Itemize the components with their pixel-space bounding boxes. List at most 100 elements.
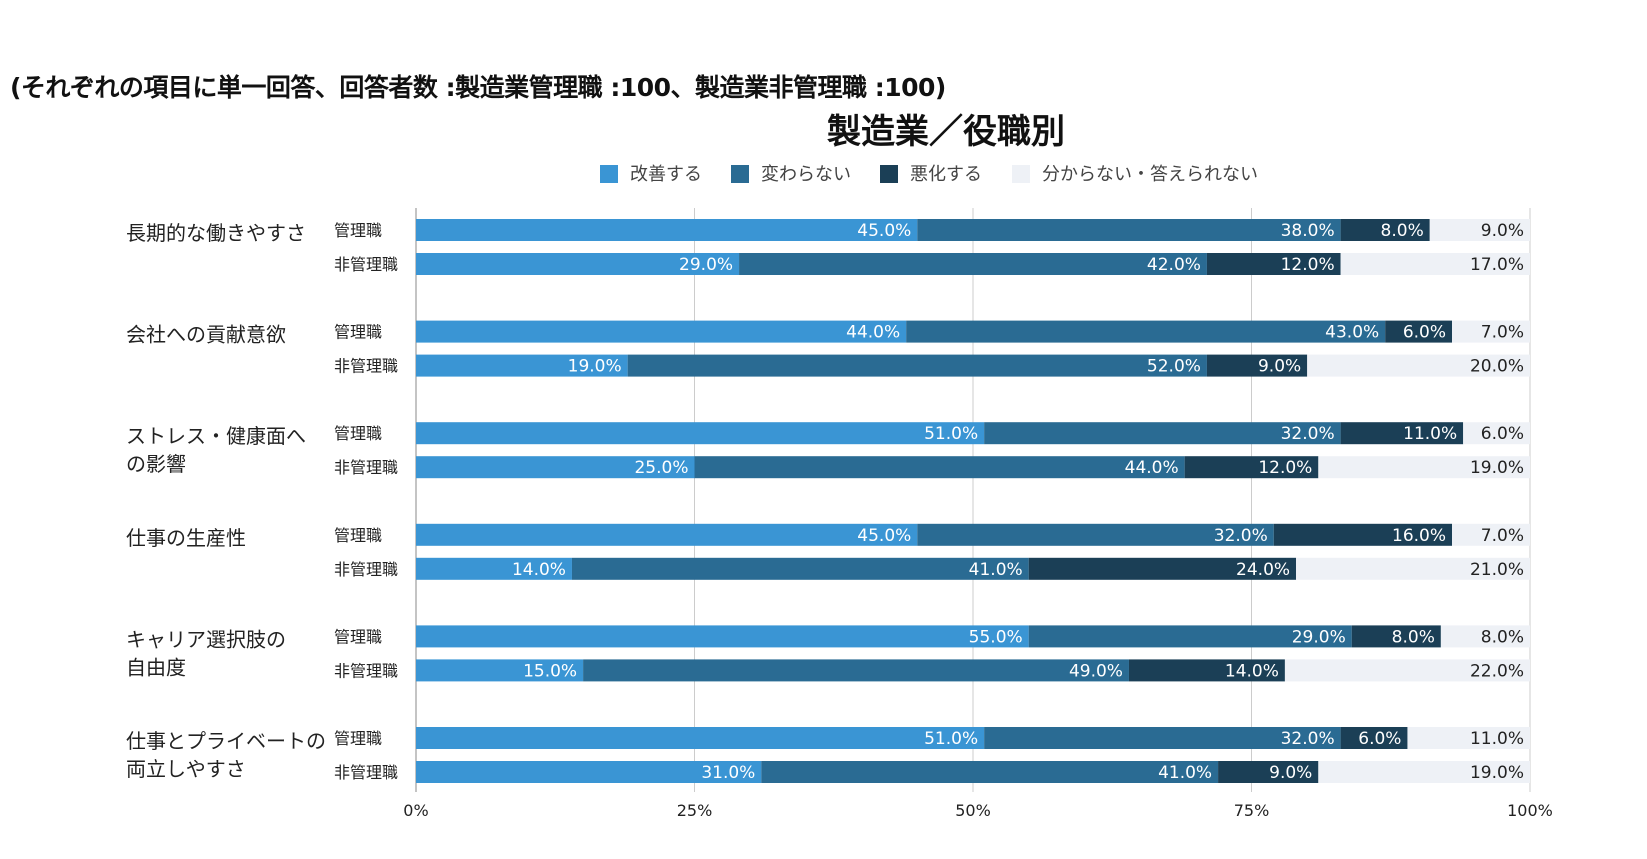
category-label: 両立しやすさ: [126, 757, 246, 781]
x-tick-label: 50%: [955, 801, 991, 820]
legend-swatch-improve: [600, 165, 618, 183]
bar-segment-nochange: [571, 557, 1029, 580]
data-label: 11.0%: [1470, 729, 1524, 749]
category-label: 仕事の生産性: [126, 526, 246, 550]
bar-segment-unknown: [1429, 219, 1530, 241]
bar-segment-nochange: [917, 219, 1341, 241]
legend-label-worsen: 悪化する: [910, 164, 982, 185]
bar-segment-nochange: [627, 354, 1207, 377]
data-label: 8.0%: [1392, 627, 1435, 647]
bar-segment-nochange: [906, 320, 1386, 343]
data-label: 41.0%: [969, 560, 1023, 580]
role-label: 非管理職: [334, 763, 398, 782]
data-label: 12.0%: [1281, 255, 1335, 275]
data-label: 45.0%: [857, 526, 911, 546]
data-label: 29.0%: [679, 255, 733, 275]
legend-label-unknown: 分からない・答えられない: [1042, 164, 1258, 185]
bar-segment-improve: [416, 659, 584, 682]
data-label: 19.0%: [1470, 458, 1524, 478]
bar-segment-worsen: [1340, 422, 1464, 445]
bar-segment-improve: [416, 625, 1029, 648]
role-label: 非管理職: [334, 458, 398, 477]
role-label: 非管理職: [334, 661, 398, 680]
bar-segment-worsen: [1028, 557, 1297, 580]
category-label: 長期的な働きやすさ: [126, 221, 306, 245]
bar-segment-nochange: [694, 456, 1185, 479]
bar-segment-unknown: [1407, 727, 1530, 749]
x-tick-label: 100%: [1507, 801, 1553, 820]
legend-label-nochange: 変わらない: [761, 164, 851, 185]
data-label: 32.0%: [1214, 526, 1268, 546]
bar-segment-improve: [416, 320, 907, 343]
data-label: 12.0%: [1258, 458, 1312, 478]
data-label: 20.0%: [1470, 357, 1524, 377]
bar-segment-nochange: [984, 727, 1341, 749]
chart-title: 製造業／役職別: [827, 112, 1065, 152]
data-label: 8.0%: [1481, 627, 1524, 647]
x-tick-label: 0%: [403, 801, 428, 820]
category-label: 仕事とプライベートの: [126, 729, 326, 753]
data-label: 49.0%: [1069, 661, 1123, 681]
data-label: 7.0%: [1481, 323, 1524, 343]
legend-swatch-unknown: [1012, 165, 1030, 183]
data-label: 16.0%: [1392, 526, 1446, 546]
role-label: 管理職: [334, 221, 382, 240]
bar-segment-improve: [416, 523, 918, 546]
data-label: 55.0%: [969, 627, 1023, 647]
category-label: ストレス・健康面へ: [126, 424, 306, 448]
bar-segment-worsen: [1340, 219, 1430, 241]
data-label: 17.0%: [1470, 255, 1524, 275]
data-label: 32.0%: [1281, 729, 1335, 749]
data-label: 32.0%: [1281, 424, 1335, 444]
data-label: 44.0%: [846, 323, 900, 343]
bar-segment-unknown: [1340, 253, 1530, 275]
data-label: 14.0%: [512, 560, 566, 580]
role-label: 管理職: [334, 729, 382, 748]
role-label: 管理職: [334, 526, 382, 545]
bar-segment-unknown: [1463, 422, 1530, 445]
role-label: 管理職: [334, 424, 382, 443]
bar-segment-unknown: [1284, 659, 1530, 682]
data-label: 38.0%: [1281, 221, 1335, 241]
bar-segment-worsen: [1206, 253, 1341, 275]
bar-segment-improve: [416, 727, 985, 749]
survey-note: (それぞれの項目に単一回答、回答者数 :製造業管理職 :100、製造業非管理職 …: [10, 73, 946, 102]
bar-segment-nochange: [917, 523, 1274, 546]
bar-segment-improve: [416, 422, 985, 445]
bar-segment-worsen: [1273, 523, 1453, 546]
bar-segment-worsen: [1218, 761, 1319, 783]
data-label: 9.0%: [1258, 357, 1301, 377]
data-label: 19.0%: [568, 357, 622, 377]
data-label: 6.0%: [1403, 323, 1446, 343]
bar-segment-nochange: [739, 253, 1207, 275]
bar-segment-nochange: [984, 422, 1341, 445]
data-label: 51.0%: [924, 729, 978, 749]
data-label: 11.0%: [1403, 424, 1457, 444]
bar-segment-nochange: [761, 761, 1219, 783]
data-label: 22.0%: [1470, 661, 1524, 681]
bar-segment-unknown: [1452, 523, 1530, 546]
category-label: の影響: [126, 452, 186, 476]
data-label: 19.0%: [1470, 763, 1524, 783]
data-label: 21.0%: [1470, 560, 1524, 580]
category-label: 自由度: [126, 655, 186, 679]
data-label: 45.0%: [857, 221, 911, 241]
role-label: 非管理職: [334, 255, 398, 274]
legend-swatch-worsen: [880, 165, 898, 183]
bar-segment-unknown: [1318, 761, 1530, 783]
data-label: 9.0%: [1269, 763, 1312, 783]
bar-segment-improve: [416, 557, 572, 580]
bar-segment-worsen: [1351, 625, 1441, 648]
category-label: 会社への貢献意欲: [126, 323, 286, 347]
bar-segment-worsen: [1340, 727, 1408, 749]
data-label: 14.0%: [1225, 661, 1279, 681]
bar-segment-unknown: [1440, 625, 1530, 648]
bar-segment-worsen: [1206, 354, 1308, 377]
data-label: 9.0%: [1481, 221, 1524, 241]
category-label: キャリア選択肢の: [126, 627, 286, 651]
data-label: 6.0%: [1481, 424, 1524, 444]
bar-segment-improve: [416, 219, 918, 241]
legend-label-improve: 改善する: [630, 164, 702, 185]
data-label: 29.0%: [1292, 627, 1346, 647]
